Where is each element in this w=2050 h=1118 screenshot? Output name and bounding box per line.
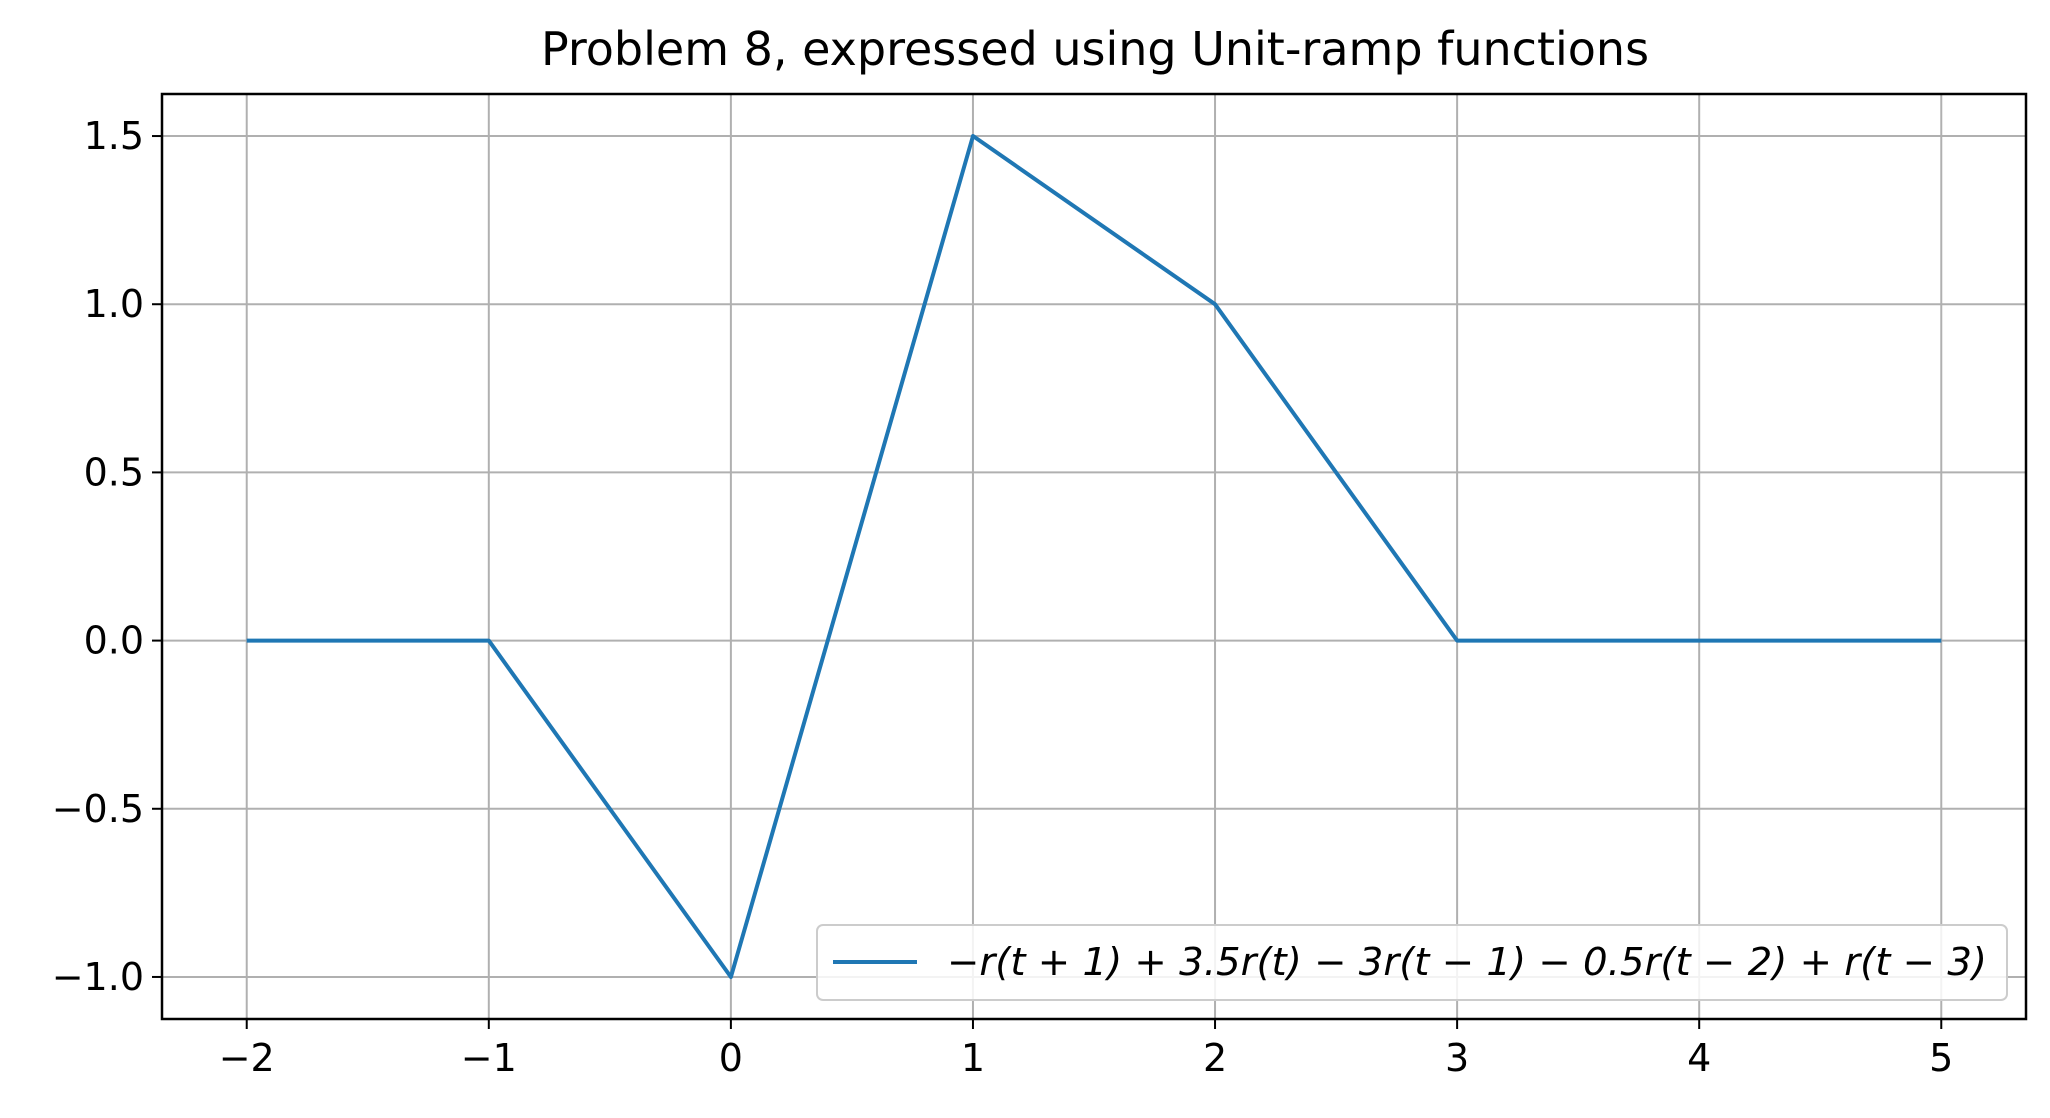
y-tick-label: 1.5 <box>84 114 144 158</box>
x-tick-label: −1 <box>461 1036 517 1080</box>
legend-box <box>816 924 2008 1001</box>
x-tick-label: 3 <box>1445 1036 1469 1080</box>
x-tick-label: 1 <box>961 1036 985 1080</box>
x-tick-label: 5 <box>1929 1036 1953 1080</box>
y-tick-label: −0.5 <box>52 787 144 831</box>
plot-series <box>246 134 1942 979</box>
chart-title: Problem 8, expressed using Unit-ramp fun… <box>541 22 1649 76</box>
axis-ticks: −2 −1 0 1 2 3 4 5 −1.0 −0.5 0.0 0.5 1.0 1.5 <box>52 114 1954 1080</box>
x-tick-label: 2 <box>1203 1036 1227 1080</box>
x-tick-label: 0 <box>719 1036 743 1080</box>
y-tick-label: −1.0 <box>52 955 144 999</box>
legend: −r(t + 1) + 3.5r(t) − 3r(t − 1) − 0.5r(t… <box>816 924 2008 1001</box>
x-tick-label: 4 <box>1687 1036 1711 1080</box>
plot-frame <box>160 92 2028 1021</box>
series-line <box>246 134 1942 979</box>
y-tick-label: 0.0 <box>84 619 144 663</box>
y-tick-label: 0.5 <box>84 450 144 494</box>
y-tick-label: 1.0 <box>84 282 144 326</box>
legend-label: −r(t + 1) + 3.5r(t) − 3r(t − 1) − 0.5r(t… <box>947 940 1987 984</box>
x-tick-label: −2 <box>219 1036 275 1080</box>
